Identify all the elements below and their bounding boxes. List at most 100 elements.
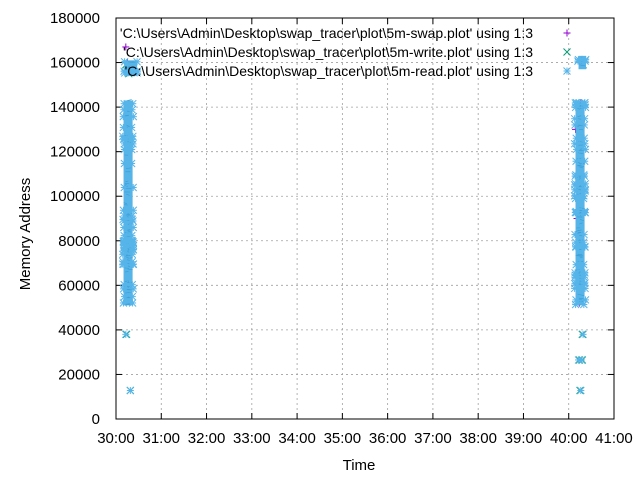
read-edge-point bbox=[570, 284, 579, 293]
read-band-texture bbox=[577, 165, 585, 167]
read-edge-point bbox=[580, 271, 589, 280]
read-edge-point bbox=[571, 271, 580, 280]
read-band-texture bbox=[124, 271, 129, 273]
read-edge-point bbox=[129, 183, 138, 192]
legend-marker bbox=[563, 48, 571, 56]
y-tick-label: 120000 bbox=[50, 144, 100, 161]
read-edge-point bbox=[571, 230, 579, 239]
series-2-point bbox=[577, 356, 586, 364]
y-tick-label: 0 bbox=[92, 411, 100, 428]
read-band-texture bbox=[579, 222, 583, 225]
read-edge-point bbox=[572, 260, 581, 269]
read-band-texture bbox=[578, 212, 582, 214]
y-tick-label: 20000 bbox=[58, 366, 100, 383]
read-edge-point bbox=[128, 135, 136, 144]
read-band-texture bbox=[125, 167, 132, 169]
read-edge-point bbox=[129, 223, 138, 232]
read-edge-point bbox=[581, 284, 589, 293]
read-edge-point bbox=[581, 145, 590, 154]
read-edge-point bbox=[119, 105, 128, 114]
read-edge-point bbox=[580, 157, 589, 166]
read-edge-point bbox=[581, 296, 590, 304]
x-tick-label: 33:00 bbox=[233, 430, 271, 447]
read-edge-point bbox=[129, 260, 137, 269]
read-edge-point bbox=[580, 172, 589, 181]
read-data-band bbox=[575, 100, 585, 306]
read-band-texture bbox=[579, 207, 585, 209]
read-edge-point bbox=[579, 192, 588, 200]
read-edge-point bbox=[120, 69, 129, 77]
read-edge-point bbox=[580, 181, 589, 189]
series-0-point bbox=[122, 43, 130, 51]
x-tick-label: 39:00 bbox=[505, 430, 543, 447]
x-tick-label: 35:00 bbox=[324, 430, 362, 447]
x-tick-label: 37:00 bbox=[414, 430, 452, 447]
read-edge-point bbox=[572, 145, 581, 154]
read-edge-point bbox=[120, 135, 128, 144]
read-edge-point bbox=[119, 223, 128, 232]
read-band-texture bbox=[577, 293, 585, 296]
read-edge-point bbox=[119, 238, 128, 246]
read-band-texture bbox=[123, 202, 128, 205]
read-band-texture bbox=[575, 254, 583, 257]
read-edge-point bbox=[119, 260, 128, 269]
read-edge-point bbox=[127, 159, 136, 168]
read-edge-point bbox=[571, 121, 579, 129]
series-2-point bbox=[126, 386, 135, 395]
read-edge-point bbox=[572, 208, 581, 217]
read-edge-point bbox=[572, 187, 580, 195]
legend-entry-label: 'C:\Users\Admin\Desktop\swap_tracer\plot… bbox=[123, 44, 533, 60]
read-edge-point bbox=[120, 245, 129, 254]
read-band-texture bbox=[125, 212, 133, 215]
series-2-point bbox=[579, 330, 587, 339]
y-tick-label: 180000 bbox=[50, 10, 100, 27]
read-edge-point bbox=[572, 134, 581, 143]
read-edge-point bbox=[572, 296, 580, 304]
read-edge-point bbox=[579, 238, 588, 247]
x-tick-label: 32:00 bbox=[188, 430, 226, 447]
read-edge-point bbox=[127, 123, 136, 132]
x-tick-label: 41:00 bbox=[595, 430, 633, 447]
x-tick-label: 36:00 bbox=[369, 430, 407, 447]
read-edge-point bbox=[128, 215, 136, 224]
read-edge-point bbox=[119, 215, 127, 224]
read-band-texture bbox=[579, 256, 583, 259]
read-edge-point bbox=[129, 238, 138, 246]
x-tick-label: 40:00 bbox=[550, 430, 588, 447]
read-edge-point bbox=[120, 159, 129, 168]
read-band-texture bbox=[127, 66, 133, 69]
legend-marker bbox=[563, 29, 571, 37]
read-edge-point bbox=[119, 112, 128, 121]
read-edge-point bbox=[580, 114, 589, 123]
legend: 'C:\Users\Admin\Desktop\swap_tracer\plot… bbox=[120, 25, 571, 79]
read-band-texture bbox=[579, 64, 586, 67]
y-tick-label: 40000 bbox=[58, 322, 100, 339]
read-edge-point bbox=[128, 299, 137, 307]
read-edge-point bbox=[570, 139, 579, 148]
read-band-texture bbox=[578, 297, 585, 300]
read-edge-point bbox=[579, 260, 588, 269]
read-edge-point bbox=[127, 231, 136, 240]
y-tick-label: 160000 bbox=[50, 55, 100, 72]
read-edge-point bbox=[119, 123, 128, 132]
read-edge-point bbox=[571, 238, 580, 247]
y-tick-label: 140000 bbox=[50, 99, 100, 116]
read-edge-point bbox=[571, 99, 580, 107]
x-axis-label: Time bbox=[343, 457, 376, 474]
read-edge-point bbox=[580, 99, 589, 107]
read-band-texture bbox=[579, 218, 585, 222]
y-tick-label: 60000 bbox=[58, 277, 100, 294]
series-2-point bbox=[121, 330, 130, 339]
read-band-texture bbox=[578, 152, 584, 155]
read-edge-point bbox=[120, 231, 129, 240]
read-edge-point bbox=[120, 183, 129, 192]
read-band-texture bbox=[576, 254, 584, 257]
series-2-point bbox=[576, 386, 585, 395]
read-band-texture bbox=[578, 229, 582, 232]
read-edge-point bbox=[120, 99, 129, 108]
grid bbox=[116, 18, 614, 419]
read-edge-point bbox=[581, 208, 590, 217]
read-band-texture bbox=[579, 166, 583, 169]
read-edge-point bbox=[129, 285, 138, 293]
